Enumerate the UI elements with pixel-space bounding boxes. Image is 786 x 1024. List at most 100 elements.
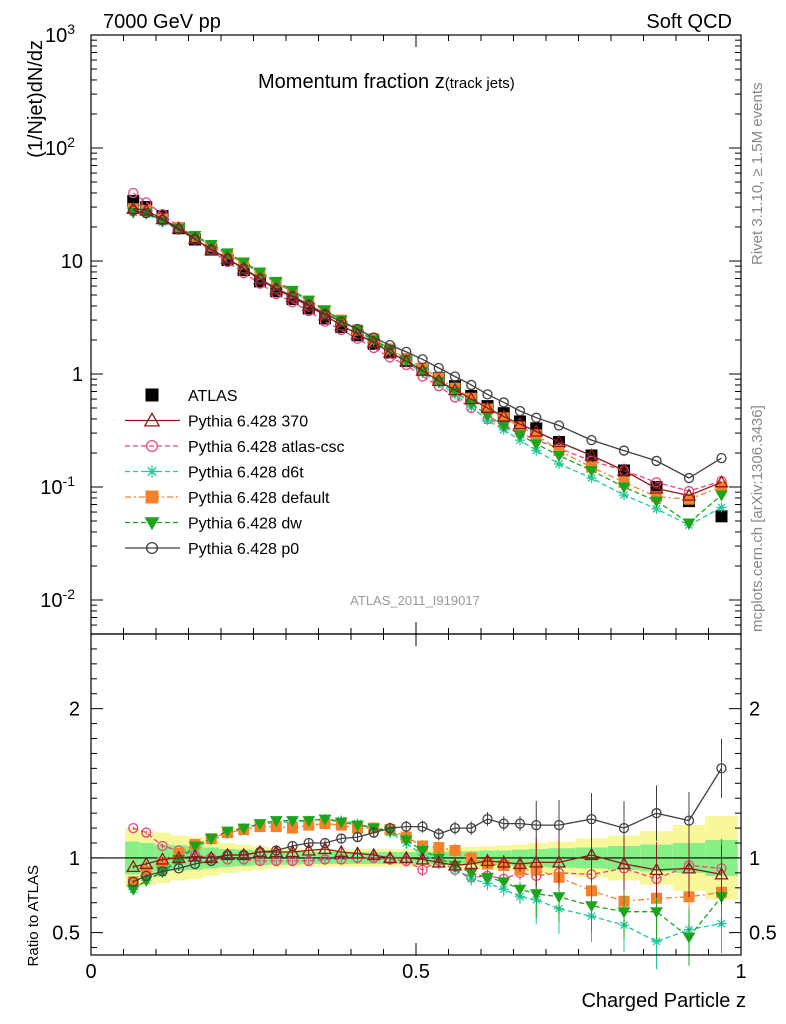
- ratio-y-tick-label: 1: [69, 848, 80, 870]
- x-tick-label: 0.5: [402, 961, 430, 983]
- legend-marker-p0: [145, 541, 159, 555]
- ratio-series-layer: [126, 738, 729, 970]
- main-point-p0: [449, 371, 461, 382]
- main-point-p370: [317, 308, 333, 321]
- main-point-p0: [683, 472, 695, 484]
- ratio-point-p370: [236, 847, 251, 861]
- legend-item-atlas: ATLAS: [145, 388, 238, 405]
- main-point-p370: [714, 475, 729, 488]
- main-point-p370: [139, 203, 154, 216]
- ratio-point-dw: [529, 889, 543, 901]
- y-tick-exponent: 3: [67, 21, 75, 37]
- main-point-p370: [126, 201, 141, 214]
- ratio-point-atlas-csc: [303, 855, 314, 867]
- y-tick-exponent: -2: [63, 586, 76, 602]
- ratio-point-p370: [301, 843, 316, 856]
- ratio-ticks: 0.5 0.51 12 20 0.5 1: [52, 634, 777, 983]
- ratio-point-p0: [683, 815, 695, 826]
- ratio-point-p0: [482, 813, 493, 825]
- main-point-dw: [650, 496, 663, 508]
- main-point-p370: [171, 220, 186, 234]
- main-point-d6t: [651, 503, 662, 514]
- y-tick-base: 1: [72, 364, 83, 386]
- main-point-d6t: [619, 489, 629, 500]
- y-tick-base: 10: [45, 138, 67, 160]
- ratio-point-p0: [141, 870, 152, 882]
- main-point-p370: [415, 363, 430, 376]
- main-point-p0: [651, 455, 662, 467]
- main-point-p370: [480, 400, 495, 414]
- legend: ATLAS Pythia 6.428 370 Pythia 6.428 atlas-…: [125, 388, 345, 558]
- legend-label-p0: Pythia 6.428 p0: [188, 541, 299, 558]
- y-tick-label: 10-2: [40, 586, 75, 612]
- ratio-point-p0: [189, 858, 201, 870]
- legend-marker-atlas-csc: [145, 439, 159, 453]
- ratio-point-dw: [221, 826, 234, 838]
- x-axis-label: Charged Particle z: [581, 990, 746, 1012]
- legend-item-dw: Pythia 6.428 dw: [125, 516, 302, 533]
- ratio-point-p370: [317, 841, 333, 855]
- main-point-p370: [447, 382, 463, 396]
- ratio-point-dw: [513, 884, 527, 896]
- main-point-p370: [681, 488, 697, 501]
- ratio-point-dw: [318, 814, 332, 826]
- ratio-point-dw: [481, 872, 494, 884]
- main-point-p0: [514, 405, 526, 417]
- ratio-point-dw: [497, 877, 511, 889]
- main-point-p370: [551, 434, 567, 448]
- main-point-dw: [513, 430, 527, 442]
- ratio-point-p0: [586, 813, 597, 825]
- ratio-point-p0: [466, 822, 477, 834]
- legend-item-atlas-csc: Pythia 6.428 atlas-csc: [125, 439, 345, 456]
- main-point-p0: [384, 339, 396, 351]
- ratio-point-p370: [529, 855, 544, 868]
- legend-label-atlas-csc: Pythia 6.428 atlas-csc: [188, 439, 345, 456]
- main-point-atlas-csc: [319, 316, 331, 327]
- ratio-point-p370: [512, 856, 528, 870]
- ratio-point-d6t: [498, 884, 509, 895]
- main-point-p0: [498, 397, 509, 408]
- y-tick-exponent: 2: [67, 134, 75, 150]
- main-point-p370: [187, 231, 203, 245]
- main-title-subscript: (track jets): [445, 75, 515, 92]
- main-point-dw: [529, 439, 543, 451]
- ratio-point-p0: [157, 866, 168, 877]
- ratio-point-default: [433, 842, 445, 854]
- ratio-point-dw: [416, 845, 429, 857]
- y-tick-base: 10: [40, 477, 62, 499]
- main-point-p370: [334, 317, 349, 331]
- main-point-p370: [399, 353, 414, 367]
- main-point-p370: [382, 345, 398, 358]
- main-point-p370: [204, 242, 219, 256]
- main-point-p370: [285, 289, 300, 303]
- main-point-p370: [584, 448, 599, 461]
- ratio-point-p370: [551, 855, 567, 868]
- main-point-dw: [585, 465, 598, 477]
- ratio-point-p0: [384, 822, 396, 834]
- ratio-point-p0: [128, 876, 139, 887]
- y-tick-label: 10: [61, 251, 83, 273]
- main-point-p0: [586, 434, 597, 446]
- ratio-point-dw: [682, 932, 696, 944]
- main-point-p0: [417, 354, 428, 365]
- main-point-p0: [618, 445, 630, 456]
- side-label-bottom: mcplots.cern.ch [arXiv:1306.3436]: [749, 405, 766, 632]
- y-tick-label: 102: [45, 134, 75, 160]
- main-point-dw: [481, 410, 494, 422]
- ratio-point-p370: [350, 846, 365, 859]
- ratio-point-p0: [417, 821, 428, 832]
- ratio-point-p370: [220, 847, 235, 861]
- ratio-point-p0: [618, 822, 630, 834]
- ratio-point-p0: [449, 822, 461, 834]
- main-point-p370: [155, 211, 170, 225]
- y-tick-label: 1: [72, 364, 83, 386]
- ratio-y-tick-label-right: 2: [749, 699, 760, 721]
- ratio-point-atlas-csc: [157, 840, 168, 852]
- main-point-dw: [188, 231, 202, 243]
- ratio-point-atlas-csc: [287, 855, 298, 867]
- main-point-p370: [616, 463, 632, 476]
- legend-label-atlas: ATLAS: [188, 388, 238, 405]
- y-tick-label: 103: [45, 21, 75, 47]
- y-tick-base: 10: [40, 590, 62, 612]
